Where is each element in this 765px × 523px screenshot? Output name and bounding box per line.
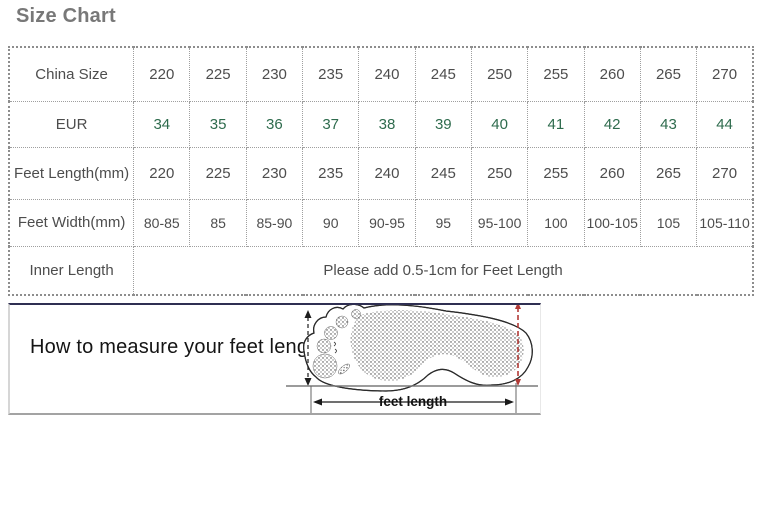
row-label: Feet Width(mm) xyxy=(8,198,135,247)
table-cell: 80-85 xyxy=(133,198,191,247)
table-cell: 85 xyxy=(189,198,247,247)
table-cell: 34 xyxy=(133,100,191,148)
table-cell: 100 xyxy=(527,198,585,247)
table-cell: 240 xyxy=(358,46,416,102)
table-cell: 105 xyxy=(639,198,698,247)
table-cell: 260 xyxy=(583,46,641,102)
table-cell: 240 xyxy=(358,146,416,200)
table-cell: 37 xyxy=(302,100,360,148)
table-cell: 95 xyxy=(414,198,472,247)
table-row: Feet Length(mm) 220 225 230 235 240 245 250 255 2… xyxy=(8,146,754,200)
table-row: Inner Length Please add 0.5-1cm for Feet … xyxy=(8,245,754,296)
table-row: China Size 220 225 230 235 240 245 250 255 260 265… xyxy=(8,46,754,102)
foot-sole-texture xyxy=(350,310,524,381)
table-cell: 85-90 xyxy=(245,198,304,247)
table-cell: 42 xyxy=(583,100,641,148)
toe-squiggle xyxy=(333,341,337,354)
table-cell: 230 xyxy=(245,46,304,102)
table-cell: 265 xyxy=(639,146,698,200)
table-row: EUR 34 35 36 37 38 39 40 41 42 43 44 xyxy=(8,100,754,148)
table-cell: 44 xyxy=(696,100,754,148)
table-cell: 36 xyxy=(245,100,304,148)
table-cell: 260 xyxy=(583,146,641,200)
table-cell: 270 xyxy=(696,46,754,102)
row-label: EUR xyxy=(8,100,135,148)
table-cell: 105-110 xyxy=(696,198,754,247)
table-cell: 39 xyxy=(414,100,472,148)
red-dashed-line xyxy=(515,305,521,386)
row-label: Feet Length(mm) xyxy=(8,146,135,200)
foot-diagram: feet length xyxy=(286,305,538,413)
page-title: Size Chart xyxy=(16,5,116,27)
table-cell: 245 xyxy=(414,46,472,102)
row-label: China Size xyxy=(8,46,135,102)
width-arrow xyxy=(304,310,312,386)
table-cell: 230 xyxy=(245,146,304,200)
table-cell: 43 xyxy=(639,100,698,148)
feet-length-label: feet length xyxy=(379,394,447,409)
foot-outline-stroke xyxy=(303,305,533,392)
size-chart-table: China Size 220 225 230 235 240 245 250 255 260 265… xyxy=(8,46,754,296)
table-cell: 245 xyxy=(414,146,472,200)
table-cell: 255 xyxy=(527,146,585,200)
table-cell: 250 xyxy=(470,146,529,200)
table-cell: 235 xyxy=(302,46,360,102)
table-row: Feet Width(mm) 80-85 85 85-90 90 90-95 95 95-10… xyxy=(8,198,754,247)
measure-figure: How to measure your feet length xyxy=(8,303,541,415)
table-cell: 270 xyxy=(696,146,754,200)
table-cell: 95-100 xyxy=(470,198,529,247)
table-cell: 35 xyxy=(189,100,247,148)
inner-length-note: Please add 0.5-1cm for Feet Length xyxy=(133,245,754,296)
foot-toes xyxy=(312,309,361,379)
table-cell: 220 xyxy=(133,146,191,200)
table-cell: 250 xyxy=(470,46,529,102)
table-cell: 90 xyxy=(302,198,360,247)
row-label: Inner Length xyxy=(8,245,135,296)
table-cell: 220 xyxy=(133,46,191,102)
feet-length-arrow xyxy=(313,398,514,406)
table-cell: 225 xyxy=(189,46,247,102)
figure-caption: How to measure your feet length xyxy=(30,336,326,358)
table-cell: 40 xyxy=(470,100,529,148)
table-cell: 38 xyxy=(358,100,416,148)
table-cell: 90-95 xyxy=(358,198,416,247)
table-cell: 265 xyxy=(639,46,698,102)
table-cell: 235 xyxy=(302,146,360,200)
table-cell: 225 xyxy=(189,146,247,200)
table-cell: 255 xyxy=(527,46,585,102)
table-cell: 41 xyxy=(527,100,585,148)
table-cell: 100-105 xyxy=(583,198,641,247)
